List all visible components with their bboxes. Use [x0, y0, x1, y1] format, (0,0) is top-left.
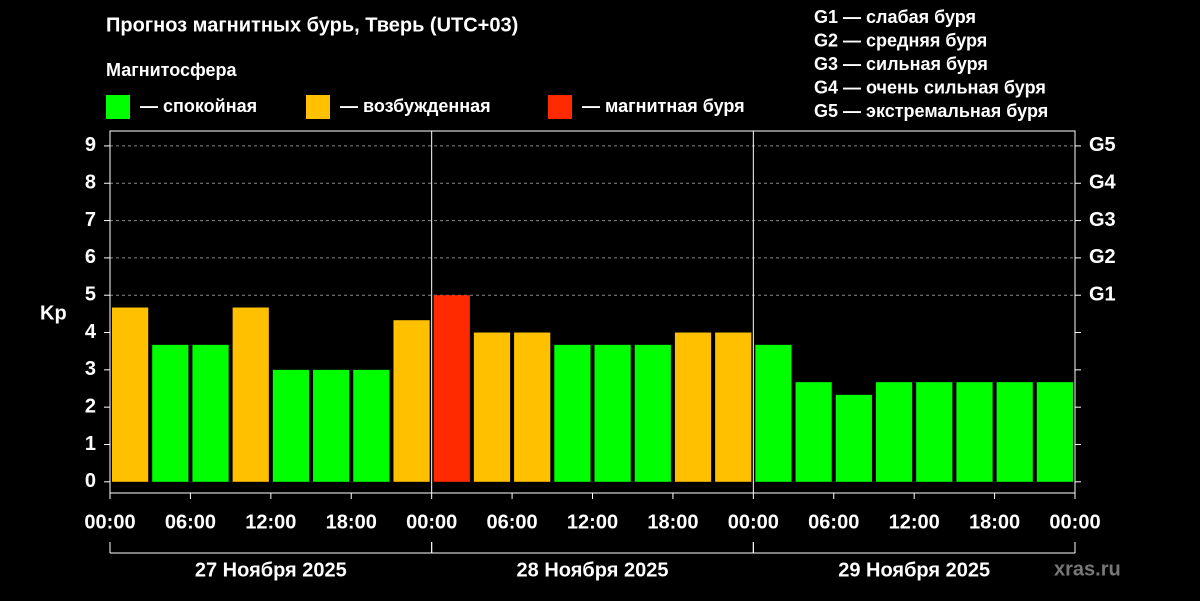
x-tick-label: 12:00	[567, 511, 618, 533]
bar	[875, 382, 913, 482]
bar	[1036, 382, 1073, 482]
bar	[112, 307, 149, 482]
bar	[634, 344, 671, 482]
y-tick-label: 0	[85, 470, 96, 492]
bar	[554, 344, 591, 482]
legend-swatch	[548, 95, 572, 119]
watermark: xras.ru	[1054, 558, 1121, 580]
bar	[272, 369, 310, 482]
bar	[433, 295, 470, 482]
legend-label: — спокойная	[140, 96, 257, 116]
y2-tick-label: G4	[1089, 172, 1117, 194]
day-label: 28 Ноября 2025	[517, 559, 669, 581]
x-tick-label: 18:00	[647, 511, 698, 533]
storm-level: G4 — очень сильная буря	[814, 77, 1046, 97]
y-tick-label: 6	[85, 246, 96, 268]
storm-level: G2 — средняя буря	[814, 30, 987, 50]
bar	[393, 320, 430, 482]
x-tick-label: 06:00	[808, 511, 859, 533]
bar	[192, 344, 229, 482]
y-axis-label: Kp	[40, 302, 67, 324]
x-tick-label: 06:00	[165, 511, 216, 533]
bar	[996, 382, 1033, 482]
legend-label: — магнитная буря	[582, 96, 745, 116]
y-tick-label: 8	[85, 172, 96, 194]
chart-title: Прогноз магнитных бурь, Тверь (UTC+03)	[106, 14, 518, 36]
bar	[514, 332, 551, 482]
bar	[715, 332, 752, 482]
y-tick-label: 9	[85, 134, 96, 156]
legend-swatch	[106, 95, 130, 119]
y-tick-label: 2	[85, 395, 96, 417]
bar	[353, 369, 390, 482]
day-label: 29 Ноября 2025	[838, 559, 990, 581]
y-tick-label: 4	[85, 321, 97, 343]
y-tick-label: 7	[85, 209, 96, 231]
storm-level: G5 — экстремальная буря	[814, 101, 1048, 121]
bar	[313, 369, 350, 482]
y2-tick-label: G1	[1089, 283, 1116, 305]
x-tick-label: 06:00	[487, 511, 538, 533]
x-tick-label: 00:00	[406, 511, 457, 533]
storm-level: G1 — слабая буря	[814, 7, 976, 27]
y2-tick-label: G2	[1089, 246, 1116, 268]
bar	[674, 332, 712, 482]
bar	[916, 382, 953, 482]
bar	[152, 344, 189, 482]
bar	[956, 382, 993, 482]
bar	[473, 332, 511, 482]
legend-label: — возбужденная	[340, 96, 491, 116]
bar	[795, 382, 832, 482]
x-tick-label: 00:00	[84, 511, 135, 533]
y2-tick-label: G5	[1089, 134, 1116, 156]
x-tick-label: 12:00	[245, 511, 296, 533]
y-tick-label: 1	[85, 433, 96, 455]
y-tick-label: 3	[85, 358, 96, 380]
legend-swatch	[306, 95, 330, 119]
bar	[232, 307, 269, 482]
bar	[594, 344, 631, 482]
x-tick-label: 00:00	[728, 511, 779, 533]
bar	[835, 394, 872, 482]
x-tick-label: 00:00	[1049, 511, 1100, 533]
x-tick-label: 18:00	[326, 511, 377, 533]
legend-title: Магнитосфера	[106, 60, 238, 80]
x-tick-label: 12:00	[889, 511, 940, 533]
y-tick-label: 5	[85, 283, 96, 305]
day-label: 27 Ноября 2025	[195, 559, 347, 581]
bar	[755, 344, 792, 482]
y2-tick-label: G3	[1089, 209, 1116, 231]
storm-level: G3 — сильная буря	[814, 54, 988, 74]
x-tick-label: 18:00	[969, 511, 1020, 533]
